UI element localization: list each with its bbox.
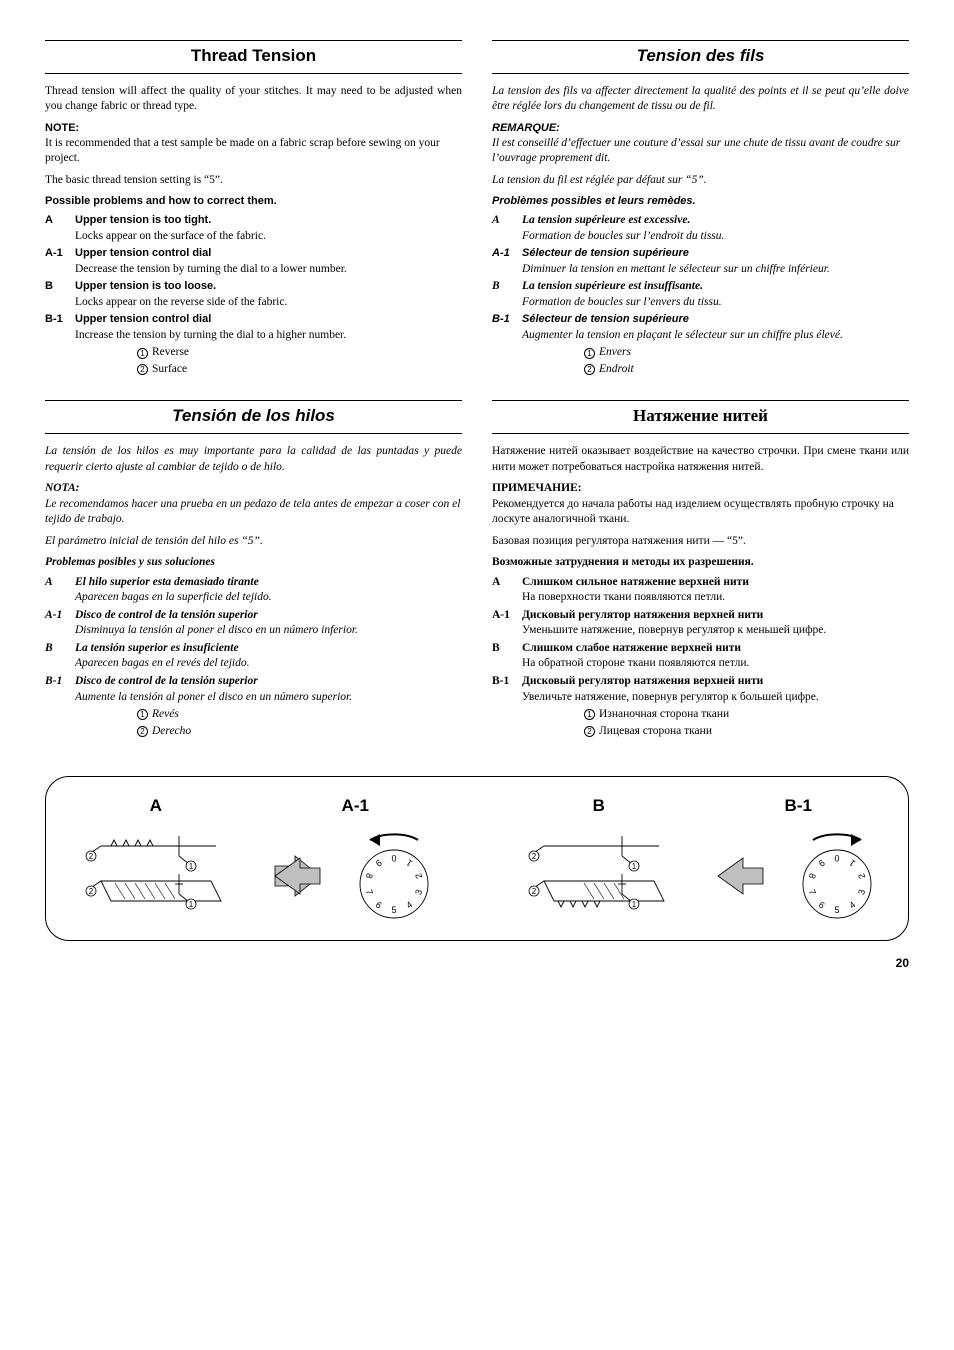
note-head-es: NOTA: bbox=[45, 481, 462, 497]
item-b-fr: B La tension supérieure est insuffisante… bbox=[492, 279, 909, 310]
circ-1-icon: 1 bbox=[137, 348, 148, 359]
section-en: Thread Tension Thread tension will affec… bbox=[45, 40, 462, 378]
svg-text:7: 7 bbox=[807, 888, 818, 896]
svg-text:4: 4 bbox=[405, 899, 415, 910]
section-es: Tensión de los hilos La tensión de los h… bbox=[45, 400, 462, 740]
svg-text:5: 5 bbox=[392, 905, 397, 915]
svg-text:1: 1 bbox=[632, 900, 637, 909]
note-head-ru: ПРИМЕЧАНИЕ: bbox=[492, 481, 909, 497]
svg-text:8: 8 bbox=[807, 872, 818, 880]
figure-box: A bbox=[45, 776, 909, 941]
note2-es: El parámetro inicial de tensión del hilo… bbox=[45, 534, 462, 550]
item-a1-fr: A-1 Sélecteur de tension supérieure Dimi… bbox=[492, 246, 909, 277]
svg-text:7: 7 bbox=[364, 888, 375, 896]
item-a1-es: A-1 Disco de control de la tensión super… bbox=[45, 608, 462, 639]
section-ru: Натяжение нитей Натяжение нитей оказывае… bbox=[492, 400, 909, 740]
svg-text:1: 1 bbox=[632, 862, 637, 871]
legend-es: 1Revés 2Derecho bbox=[137, 707, 462, 739]
svg-text:3: 3 bbox=[856, 888, 867, 896]
svg-text:4: 4 bbox=[848, 899, 858, 910]
svg-text:2: 2 bbox=[413, 872, 424, 880]
fig-label-b1: B-1 bbox=[785, 795, 812, 818]
stitch-a-icon: 2 1 2 1 bbox=[81, 826, 231, 926]
item-a1-ru: A-1 Дисковый регулятор натяжения верхней… bbox=[492, 608, 909, 639]
legend-ru: 1Изнаночная сторона ткани 2Лицевая сторо… bbox=[584, 707, 909, 739]
circ-1-icon: 1 bbox=[137, 709, 148, 720]
item-a-ru: A Слишком сильное натяжение верхней нити… bbox=[492, 575, 909, 606]
circ-2-icon: 2 bbox=[137, 364, 148, 375]
svg-text:1: 1 bbox=[189, 862, 194, 871]
fig-label-a: A bbox=[150, 795, 162, 818]
dial-b1-icon: 01 2 3 456 7 8 9 bbox=[713, 826, 883, 926]
item-b-es: B La tensión superior es insuficiente Ap… bbox=[45, 641, 462, 672]
item-b1-es: B-1 Disco de control de la tensión super… bbox=[45, 674, 462, 705]
item-b-en: B Upper tension is too loose. Locks appe… bbox=[45, 279, 462, 310]
section-fr: Tension des fils La tension des fils va … bbox=[492, 40, 909, 378]
svg-text:6: 6 bbox=[817, 899, 827, 910]
circ-2-icon: 2 bbox=[584, 364, 595, 375]
fig-col-a: A bbox=[58, 795, 254, 926]
item-a1-en: A-1 Upper tension control dial Decrease … bbox=[45, 246, 462, 277]
item-a-es: A El hilo superior esta demasiado tirant… bbox=[45, 575, 462, 606]
intro-ru: Натяжение нитей оказывает воздействие на… bbox=[492, 444, 909, 475]
svg-text:2: 2 bbox=[532, 852, 537, 861]
circ-1-icon: 1 bbox=[584, 348, 595, 359]
svg-text:9: 9 bbox=[817, 857, 827, 868]
subhead-fr: Problèmes possibles et leurs remèdes. bbox=[492, 194, 909, 209]
note1-es: Le recomendamos hacer una prueba en un p… bbox=[45, 497, 462, 528]
intro-en: Thread tension will affect the quality o… bbox=[45, 84, 462, 115]
note1-ru: Рекомендуется до начала работы над издел… bbox=[492, 497, 909, 528]
note-head-en: NOTE: bbox=[45, 121, 462, 136]
title-es: Tensión de los hilos bbox=[45, 400, 462, 434]
svg-text:2: 2 bbox=[89, 852, 94, 861]
svg-text:1: 1 bbox=[848, 857, 858, 868]
circ-2-icon: 2 bbox=[137, 726, 148, 737]
fig-col-a1: A-1 01 2 3 456 7 8 9 bbox=[258, 795, 454, 926]
item-b1-en: B-1 Upper tension control dial Increase … bbox=[45, 312, 462, 343]
circ-2-icon: 2 bbox=[584, 726, 595, 737]
svg-text:1: 1 bbox=[405, 857, 415, 868]
title-ru: Натяжение нитей bbox=[492, 400, 909, 434]
stitch-b-icon: 2 1 2 1 bbox=[524, 826, 674, 926]
fig-label-b: B bbox=[593, 795, 605, 818]
svg-text:9: 9 bbox=[374, 857, 384, 868]
item-b-ru: B Слишком слабое натяжение верхней нити … bbox=[492, 641, 909, 672]
content-grid: Thread Tension Thread tension will affec… bbox=[45, 40, 909, 740]
legend-fr: 1Envers 2Endroit bbox=[584, 345, 909, 377]
svg-text:0: 0 bbox=[392, 853, 397, 863]
note2-en: The basic thread tension setting is “5”. bbox=[45, 173, 462, 189]
svg-text:2: 2 bbox=[89, 887, 94, 896]
note2-ru: Базовая позиция регулятора натяжения нит… bbox=[492, 534, 909, 550]
svg-text:0: 0 bbox=[835, 853, 840, 863]
fig-label-a1: A-1 bbox=[342, 795, 369, 818]
svg-text:8: 8 bbox=[364, 872, 375, 880]
svg-text:3: 3 bbox=[413, 888, 424, 896]
svg-text:2: 2 bbox=[856, 872, 867, 880]
legend-en: 1Reverse 2Surface bbox=[137, 345, 462, 377]
note-head-fr: REMARQUE: bbox=[492, 121, 909, 136]
subhead-es: Problemas posibles y sus soluciones bbox=[45, 555, 462, 571]
note1-fr: Il est conseillé d’effectuer une couture… bbox=[492, 136, 909, 167]
subhead-ru: Возможные затруднения и методы их разреш… bbox=[492, 555, 909, 571]
item-b1-ru: B-1 Дисковый регулятор натяжения верхней… bbox=[492, 674, 909, 705]
title-fr: Tension des fils bbox=[492, 40, 909, 74]
note1-en: It is recommended that a test sample be … bbox=[45, 136, 462, 167]
fig-col-b: B bbox=[501, 795, 697, 926]
fig-col-b1: B-1 01 2 3 456 7 8 9 bbox=[701, 795, 897, 926]
intro-es: La tensión de los hilos es muy important… bbox=[45, 444, 462, 475]
item-a-en: A Upper tension is too tight. Locks appe… bbox=[45, 213, 462, 244]
title-en: Thread Tension bbox=[45, 40, 462, 74]
svg-text:6: 6 bbox=[374, 899, 384, 910]
circ-1-icon: 1 bbox=[584, 709, 595, 720]
svg-text:5: 5 bbox=[835, 905, 840, 915]
item-b1-fr: B-1 Sélecteur de tension supérieure Augm… bbox=[492, 312, 909, 343]
svg-text:1: 1 bbox=[189, 900, 194, 909]
svg-text:2: 2 bbox=[532, 887, 537, 896]
dial-a1-icon: 01 2 3 456 7 8 9 bbox=[270, 826, 440, 926]
intro-fr: La tension des fils va affecter directem… bbox=[492, 84, 909, 115]
item-a-fr: A La tension supérieure est excessive. F… bbox=[492, 213, 909, 244]
note2-fr: La tension du fil est réglée par défaut … bbox=[492, 173, 909, 189]
page-number: 20 bbox=[45, 955, 909, 971]
subhead-en: Possible problems and how to correct the… bbox=[45, 194, 462, 209]
